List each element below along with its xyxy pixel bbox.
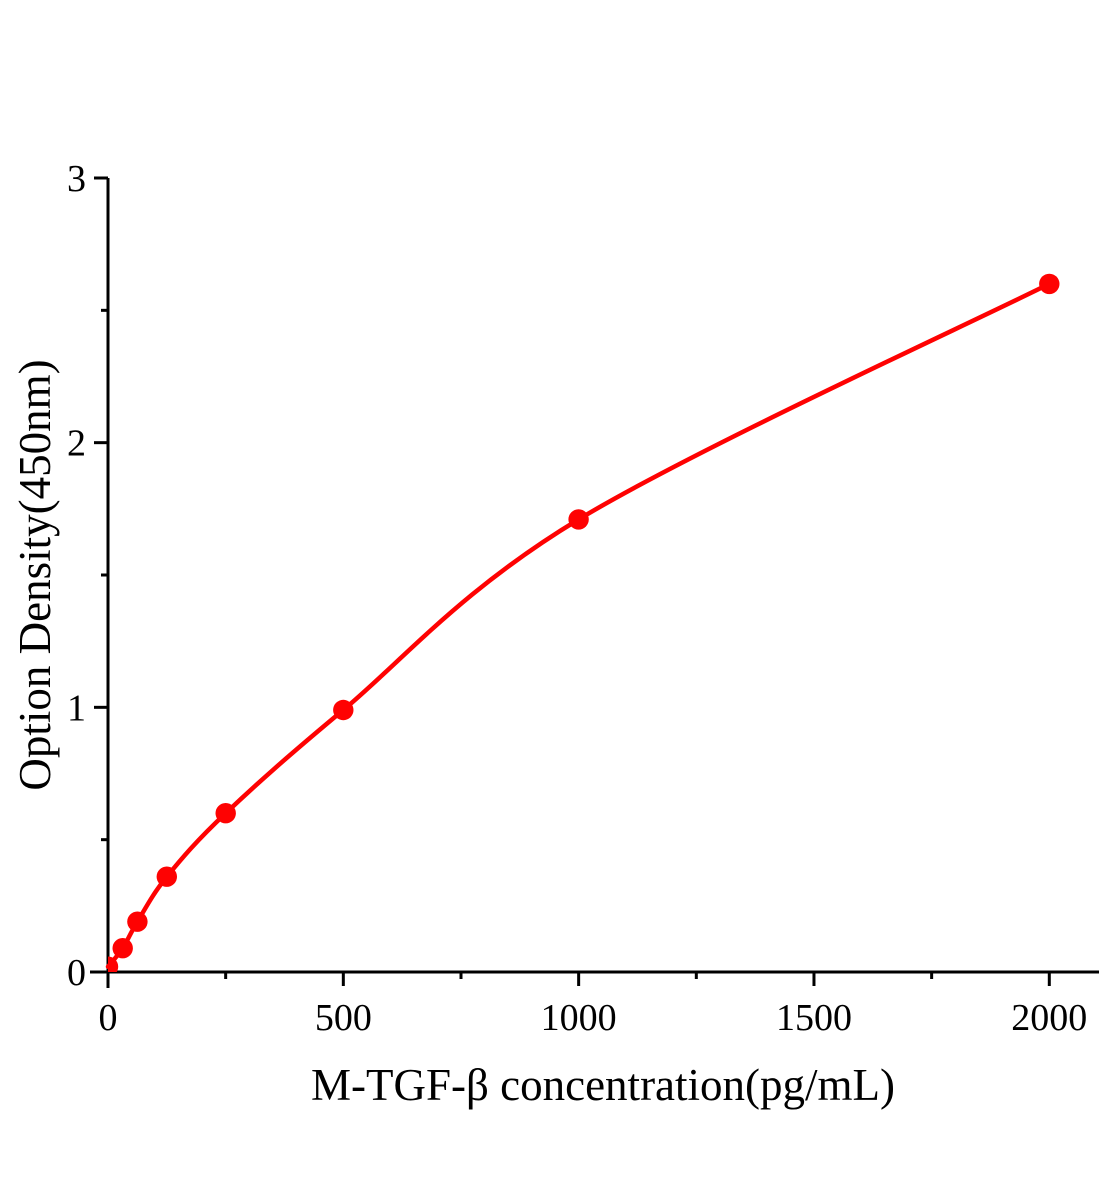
data-point [333, 699, 354, 721]
y-tick-label: 1 [67, 687, 86, 729]
y-axis-title: Option Density(450nm) [10, 359, 60, 790]
data-point [127, 911, 148, 932]
y-tick-label: 0 [67, 952, 86, 994]
data-point [568, 509, 589, 530]
x-tick-label: 1500 [776, 997, 852, 1039]
data-point [112, 938, 133, 959]
data-point [215, 803, 236, 824]
x-tick-label: 0 [99, 997, 118, 1039]
x-tick-label: 1000 [541, 997, 617, 1039]
y-tick-label: 2 [67, 423, 86, 465]
y-tick-label: 3 [67, 158, 86, 200]
data-point [1039, 273, 1060, 295]
curve-path [105, 281, 1052, 969]
fit-curve [105, 281, 1052, 969]
axes [90, 178, 1099, 988]
data-point [156, 866, 177, 887]
x-axis-title: M-TGF-β concentration(pg/mL) [311, 1060, 895, 1110]
data-point [108, 956, 119, 972]
x-tick-label: 2000 [1011, 997, 1087, 1039]
x-tick-label: 500 [315, 997, 372, 1039]
axis-ticks [94, 176, 1051, 986]
tick-labels: 0 500 1000 1500 2000 0 1 2 3 [67, 158, 1087, 1039]
data-points [108, 273, 1060, 972]
